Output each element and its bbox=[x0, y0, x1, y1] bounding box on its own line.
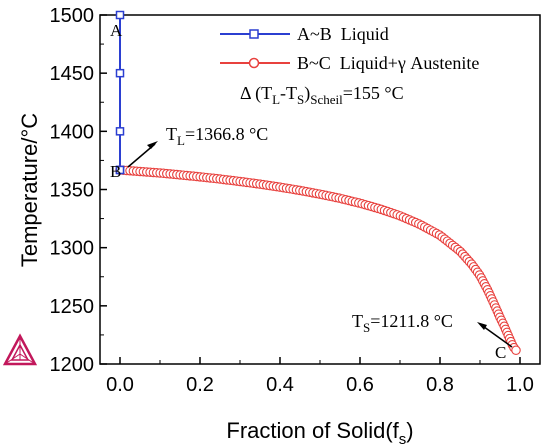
x-tick-label: 0.0 bbox=[106, 374, 134, 396]
thermo-calc-triangle-icon bbox=[2, 333, 38, 366]
y-tick-label: 1400 bbox=[50, 121, 95, 143]
data-point-liquid bbox=[115, 68, 125, 78]
data-point-liquid bbox=[115, 165, 125, 175]
y-axis-title: Temperature/°C bbox=[17, 113, 42, 267]
legend-marker-austenite bbox=[248, 57, 260, 69]
y-tick-label: 1200 bbox=[50, 354, 95, 376]
y-tick-label: 1250 bbox=[50, 296, 95, 318]
legend-scheil-range: Δ (TL-TS)Scheil=155 °C bbox=[240, 83, 404, 107]
x-tick-label: 1.0 bbox=[506, 374, 534, 396]
legend: A~B Liquid B~C Liquid+γ Austenite Δ (TL-… bbox=[220, 24, 479, 107]
point-label-b: B bbox=[110, 162, 121, 181]
svg-text:TS=1211.8 °C: TS=1211.8 °C bbox=[352, 311, 453, 335]
x-tick-label: 0.2 bbox=[186, 374, 214, 396]
x-tick-label: 0.6 bbox=[346, 374, 374, 396]
point-label-c: C bbox=[495, 343, 506, 362]
x-axis-title: Fraction of Solid(fs) bbox=[226, 418, 413, 448]
point-label-a: A bbox=[110, 21, 123, 40]
y-tick-label: 1350 bbox=[50, 180, 95, 202]
annotation-tl: TL=1366.8 °C bbox=[127, 124, 268, 168]
annotation-ts: TS=1211.8 °C bbox=[352, 311, 513, 348]
legend-marker-liquid bbox=[249, 29, 259, 39]
y-tick-label: 1300 bbox=[50, 238, 95, 260]
axis-ticks: 0.0 0.2 0.4 0.6 0.8 1.0 1200 1250 1300 1350 1400 14… bbox=[50, 5, 534, 396]
series-markers bbox=[115, 10, 521, 356]
legend-label-austenite: B~C Liquid+γ Austenite bbox=[297, 53, 479, 73]
data-point-austenite bbox=[511, 345, 521, 356]
x-tick-label: 0.4 bbox=[266, 374, 294, 396]
y-tick-label: 1500 bbox=[50, 5, 95, 27]
data-point-liquid bbox=[115, 10, 125, 20]
svg-text:TL=1366.8 °C: TL=1366.8 °C bbox=[166, 124, 268, 148]
legend-label-liquid: A~B Liquid bbox=[297, 24, 389, 44]
y-tick-label: 1450 bbox=[50, 63, 95, 85]
x-tick-label: 0.8 bbox=[426, 374, 454, 396]
data-point-liquid bbox=[115, 127, 125, 136]
